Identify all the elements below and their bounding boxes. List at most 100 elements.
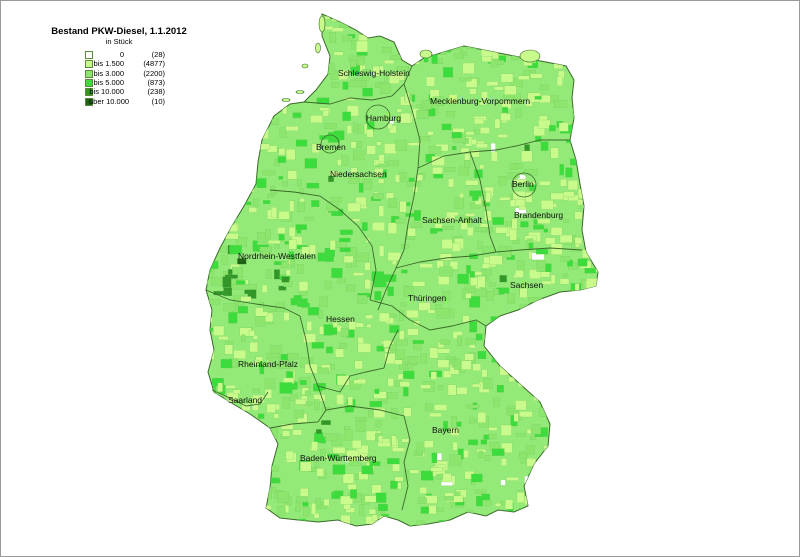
district-patch	[223, 453, 229, 463]
district-patch	[430, 467, 444, 472]
legend-class-label: bis 3.000	[93, 68, 124, 78]
district-patch	[210, 471, 222, 476]
district-patch	[267, 14, 277, 25]
district-patch	[439, 253, 452, 261]
district-patch	[217, 382, 223, 392]
district-patch	[577, 189, 585, 199]
district-patch	[560, 34, 565, 42]
district-patch	[560, 256, 571, 262]
district-patch	[538, 494, 550, 503]
district-patch	[453, 495, 464, 503]
district-patch	[331, 492, 341, 499]
district-patch	[267, 465, 279, 472]
district-patch	[245, 456, 259, 461]
district-patch	[269, 428, 279, 439]
district-patch	[465, 293, 472, 299]
district-patch	[509, 49, 515, 55]
district-patch	[341, 155, 349, 166]
district-patch	[334, 241, 347, 248]
district-patch	[565, 301, 574, 309]
district-patch	[577, 135, 586, 141]
district-patch	[487, 518, 497, 524]
district-patch	[542, 521, 551, 526]
district-patch	[412, 340, 424, 344]
district-patch	[249, 488, 258, 493]
district-patch	[576, 413, 581, 420]
district-patch	[521, 150, 533, 162]
district-patch	[241, 334, 246, 343]
district-patch	[277, 506, 286, 516]
district-patch	[423, 36, 431, 47]
district-patch	[499, 345, 506, 350]
district-patch	[569, 23, 582, 35]
district-patch	[356, 445, 369, 454]
district-patch	[350, 141, 357, 149]
district-patch	[384, 59, 394, 64]
district-patch	[589, 68, 598, 79]
district-patch	[449, 308, 455, 318]
district-patch	[399, 361, 406, 370]
district-patch	[508, 365, 515, 373]
district-patch	[361, 222, 368, 231]
district-patch	[580, 62, 589, 69]
district-patch	[374, 168, 384, 177]
district-patch	[208, 32, 217, 41]
district-patch	[304, 216, 314, 221]
district-patch	[316, 468, 324, 477]
district-patch	[208, 299, 221, 305]
district-patch	[227, 63, 233, 69]
district-patch	[550, 243, 563, 255]
district-patch	[324, 281, 332, 290]
district-patch	[412, 281, 426, 287]
legend-swatch	[85, 97, 93, 106]
berlin-border	[511, 172, 537, 198]
district-patch	[501, 458, 507, 466]
district-patch	[428, 505, 437, 515]
legend-unit: in Stück	[105, 37, 133, 46]
district-patch	[419, 487, 427, 494]
district-patch	[446, 110, 455, 118]
district-patch	[515, 108, 522, 118]
district-patch	[577, 433, 583, 444]
district-patch	[300, 488, 309, 498]
district-patch	[533, 20, 541, 27]
district-patch	[499, 275, 507, 283]
district-patch	[506, 477, 519, 481]
district-patch	[554, 53, 567, 59]
district-patch	[206, 435, 209, 442]
district-patch	[218, 336, 229, 340]
district-patch	[401, 438, 409, 443]
district-patch	[307, 307, 320, 316]
district-patch	[500, 424, 512, 436]
district-patch	[410, 56, 420, 65]
district-patch	[432, 96, 445, 106]
district-patch	[554, 474, 562, 481]
district-patch	[297, 43, 308, 55]
district-patch	[468, 439, 478, 446]
district-patch	[547, 324, 560, 333]
state-label-bremen: Bremen	[316, 142, 346, 152]
district-patch	[278, 211, 290, 220]
district-patch	[567, 38, 573, 47]
district-patch	[233, 350, 247, 360]
district-patch	[246, 503, 255, 510]
district-patch	[429, 347, 439, 359]
district-patch	[268, 240, 281, 244]
district-patch	[337, 278, 346, 284]
district-patch	[465, 338, 476, 345]
district-patch	[371, 484, 382, 494]
district-patch	[282, 397, 290, 409]
district-patch	[289, 52, 295, 64]
district-patch	[461, 360, 472, 370]
district-patch	[228, 211, 238, 223]
district-patch	[464, 518, 470, 525]
district-patch	[556, 76, 563, 86]
legend-class-label: bis 1.500	[93, 59, 124, 69]
district-patch	[221, 255, 228, 265]
district-patch	[424, 495, 438, 504]
state-label-bayern: Bayern	[432, 425, 459, 435]
district-patch	[517, 416, 523, 421]
district-patch	[271, 477, 280, 482]
district-patch	[236, 471, 246, 482]
district-patch	[515, 24, 522, 36]
